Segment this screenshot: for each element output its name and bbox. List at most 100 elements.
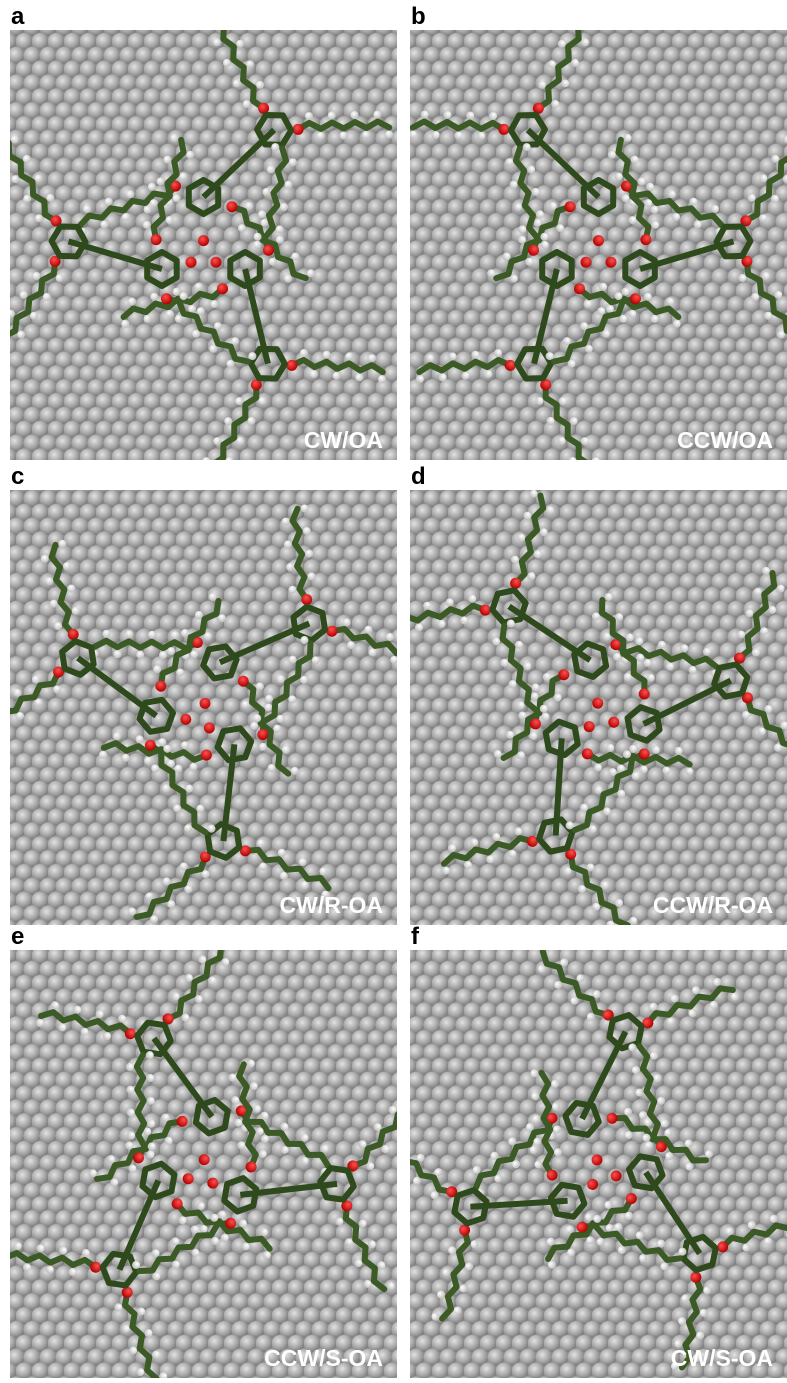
hydrogen [238,224,246,232]
hydrogen [484,370,492,378]
hydrogen [568,19,576,27]
hydrogen [518,236,526,244]
hydrogen [711,205,719,213]
panel-caption: CCW/R-OA [653,892,773,918]
hydrogen [170,134,178,142]
hydrogen [672,213,680,221]
hydrogen [214,322,222,330]
hydrogen [11,135,19,143]
hydrogen [538,81,546,89]
hydrogen [209,345,217,353]
hydrogen [259,397,267,405]
hydrogen [166,310,174,318]
hydrogen [7,310,15,318]
hydrogen [518,225,526,233]
hydrogen [584,300,592,308]
hydrogen [631,156,639,164]
hydrogen [532,188,540,196]
hydrogen [624,134,632,142]
panel [409,19,787,465]
hydrogen [510,181,518,189]
hydrogen [307,269,315,277]
panel-caption: CW/R-OA [280,892,383,918]
hydrogen [585,345,593,353]
hydrogen [673,320,681,328]
figure: aCW/OAbCCW/OAcCW/R-OAdCCW/R-OAeCCW/S-OAf… [0,0,787,1383]
hydrogen [489,112,497,120]
hydrogen [569,457,577,465]
hydrogen [197,307,205,315]
hydrogen [449,352,457,360]
panel [372,449,787,957]
hydrogen [546,352,554,360]
panel-letter: a [11,3,25,30]
panel-caption: CW/OA [304,427,383,453]
hydrogen [644,199,652,207]
hydrogen [231,337,239,345]
hydrogen [487,269,495,277]
hydrogen [558,40,566,48]
panel-letter: f [411,923,420,950]
hydrogen [143,221,151,229]
hydrogen [748,194,756,202]
hydrogen [606,305,614,313]
hydrogen [646,183,654,191]
hydrogen [17,331,25,339]
panel-letter: e [11,923,24,950]
hydrogen [328,112,336,120]
hydrogen [421,111,429,119]
hydrogen [738,274,746,282]
hydrogen [340,132,348,140]
hydrogen [549,202,557,210]
hydrogen [258,210,266,218]
hydrogen [310,370,318,378]
hydrogen [148,183,156,191]
hydrogen [213,437,221,445]
hydrogen [164,156,172,164]
hydrogen [536,397,544,405]
hydrogen [592,457,600,465]
hydrogen [226,457,234,465]
hydrogen [510,275,518,283]
hydrogen [759,214,767,222]
hydrogen [771,155,779,163]
hydrogen [0,329,2,337]
hydrogen [0,701,4,711]
hydrogen [559,397,567,405]
hydrogen [439,373,447,381]
hydrogen [202,457,210,465]
hydrogen [774,291,782,299]
hydrogen [35,174,43,182]
hydrogen [477,132,485,140]
hydrogen [128,298,136,306]
hydrogen [233,79,241,87]
hydrogen [20,291,28,299]
hydrogen [416,375,424,383]
hydrogen [666,298,674,306]
panel [0,424,459,979]
hydrogen [236,40,244,48]
hydrogen [527,166,535,174]
hydrogen [30,312,38,320]
hydrogen [759,174,767,182]
hydrogen [398,1138,408,1148]
hydrogen [23,155,31,163]
hydrogen [305,112,313,120]
hydrogen [280,203,288,211]
oxygen [498,124,509,135]
hydrogen [126,190,134,198]
hydrogen [548,60,556,68]
hydrogen [195,283,203,291]
hydrogen [536,210,544,218]
panel-caption: CCW/OA [677,427,773,453]
hydrogen [525,258,533,266]
hydrogen [333,372,341,380]
hydrogen [615,173,623,181]
hydrogen [689,198,697,206]
hydrogen [56,274,64,282]
oxygen [565,201,576,212]
oxygen [151,234,162,245]
hydrogen [144,315,152,323]
hydrogen [173,288,181,296]
hydrogen [237,437,245,445]
